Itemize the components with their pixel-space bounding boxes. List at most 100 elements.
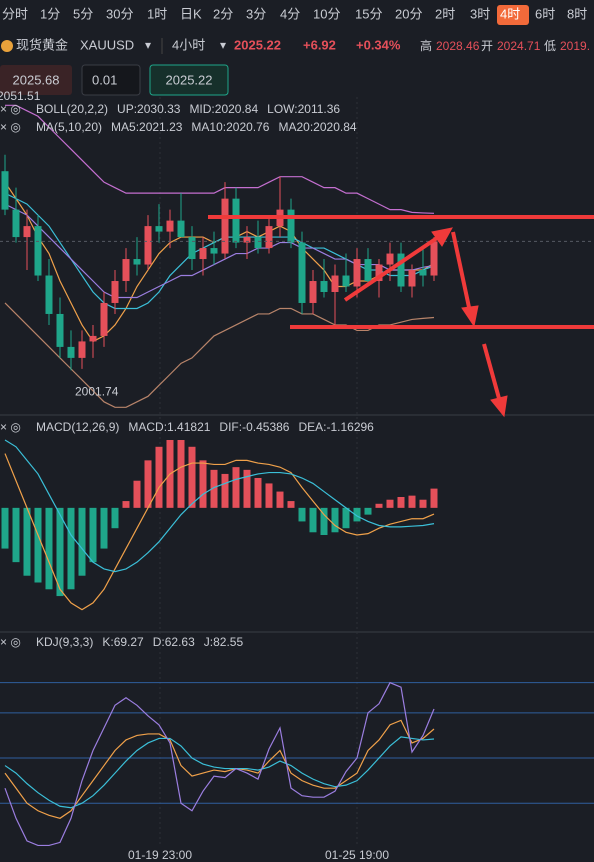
timeframe-bar: 分时 1分 5分 30分 1时 日K 2分 3分 4分 10分 15分 20分 2时 3时 4时 6时 8时: [2, 5, 587, 25]
sell-price: 2025.68: [13, 72, 60, 87]
legend-entry: MID:2020.84: [189, 102, 258, 116]
macd-bar: [254, 478, 262, 508]
low-label: 低: [544, 39, 556, 53]
candle-body: [67, 346, 75, 358]
timeframe-tab[interactable]: 3时: [470, 6, 490, 21]
timeframe-tab[interactable]: 10分: [313, 6, 340, 21]
indicator-line: [4, 302, 435, 408]
instrument-name[interactable]: 现货黄金: [16, 37, 68, 52]
candle-body: [408, 270, 416, 287]
timeframe-tab[interactable]: 4时: [500, 6, 520, 21]
macd-bar: [144, 460, 152, 508]
gold-icon: [1, 40, 13, 52]
indicator-line: [5, 104, 435, 214]
macd-bar: [111, 507, 119, 529]
timeframe-tab[interactable]: 5分: [73, 6, 93, 21]
open: 2024.71: [497, 39, 541, 53]
low-marker: 2001.74: [75, 384, 119, 398]
time-label: 01-25 19:00: [325, 848, 389, 862]
icon: × ◎: [0, 420, 21, 434]
candle-body: [188, 237, 196, 260]
macd-bar: [155, 446, 163, 508]
macd-bar: [408, 495, 416, 508]
timeframe-tab[interactable]: 6时: [535, 6, 555, 21]
icon: × ◎: [0, 635, 21, 649]
candle-body: [232, 198, 240, 243]
icon: × ◎: [0, 120, 21, 134]
timeframe-tab[interactable]: 30分: [106, 6, 133, 21]
indicator-line: [4, 681, 435, 847]
macd-bar: [364, 507, 372, 515]
timeframe-tab[interactable]: 8时: [567, 6, 587, 21]
legend-entry: MA10:2020.76: [191, 120, 269, 134]
macd-bar: [320, 507, 328, 535]
legend-entry: D:62.63: [153, 635, 195, 649]
qty-input[interactable]: [81, 64, 141, 96]
candle-body: [320, 281, 328, 292]
period[interactable]: 4小时: [172, 37, 205, 52]
open-label: 开: [481, 39, 493, 53]
macd-bar: [34, 507, 42, 583]
candle-body: [221, 198, 229, 254]
timeframe-tab[interactable]: 4分: [280, 6, 300, 21]
macd-bar: [78, 507, 86, 576]
candle-body: [397, 253, 405, 287]
macd-bar: [210, 469, 218, 508]
timeframe-tab[interactable]: 15分: [355, 6, 382, 21]
macd-bar: [309, 507, 317, 533]
up-arrow: [343, 234, 442, 302]
legend-entry: UP:2030.33: [117, 102, 181, 116]
timeframe-tab[interactable]: 分时: [2, 6, 28, 21]
legend-entry: KDJ(9,3,3): [36, 635, 93, 649]
macd-bar: [386, 499, 394, 508]
candle-body: [331, 275, 339, 292]
macd-bar: [298, 507, 306, 522]
timeframe-tab[interactable]: 日K: [180, 6, 202, 21]
legend-entry: MACD:1.41821: [128, 420, 210, 434]
qty: 0.01: [92, 72, 117, 87]
macd-bar: [188, 446, 196, 508]
candle-body: [45, 275, 53, 314]
instrument-symbol[interactable]: XAUUSD: [80, 37, 134, 52]
candle-body: [430, 241, 438, 276]
legend-entry: J:82.55: [204, 635, 244, 649]
candle-body: [56, 313, 64, 347]
candle-body: [12, 209, 20, 238]
legend-entry: K:69.27: [102, 635, 144, 649]
macd-bar: [1, 507, 9, 549]
candle-body: [199, 248, 207, 260]
sell-button[interactable]: [0, 65, 72, 95]
macd-bar: [12, 507, 20, 563]
high: 2028.46: [436, 39, 480, 53]
candle-body: [1, 171, 9, 210]
macd-bar: [375, 503, 383, 508]
candle-body: [353, 259, 361, 287]
timeframe-tab[interactable]: 3分: [246, 6, 266, 21]
timeframe-tab[interactable]: 2分: [213, 6, 233, 21]
candle-body: [287, 209, 295, 243]
candle-body: [34, 226, 42, 276]
icon: × ◎: [0, 102, 21, 116]
arrowhead: [461, 305, 479, 328]
macd-bar: [342, 507, 350, 529]
down-arrow: [482, 343, 502, 403]
timeframe-tab[interactable]: 2时: [435, 6, 455, 21]
macd-bar: [133, 480, 141, 508]
macd-bar: [221, 473, 229, 508]
indicator-line: [4, 192, 435, 310]
buy-button[interactable]: [149, 64, 229, 96]
timeframe-tab[interactable]: 1分: [40, 6, 60, 21]
timeframe-tab[interactable]: 1时: [147, 6, 167, 21]
timeframe-tab[interactable]: 20分: [395, 6, 422, 21]
candle-body: [210, 248, 218, 254]
indicator-line: [4, 439, 435, 573]
macd-bar: [419, 499, 427, 508]
macd-bar: [100, 507, 108, 549]
indicator-line: [4, 736, 435, 809]
candle-body: [265, 226, 273, 249]
buy-price: 2025.22: [166, 72, 213, 87]
candle-body: [375, 264, 383, 282]
macd-bar: [265, 483, 273, 508]
